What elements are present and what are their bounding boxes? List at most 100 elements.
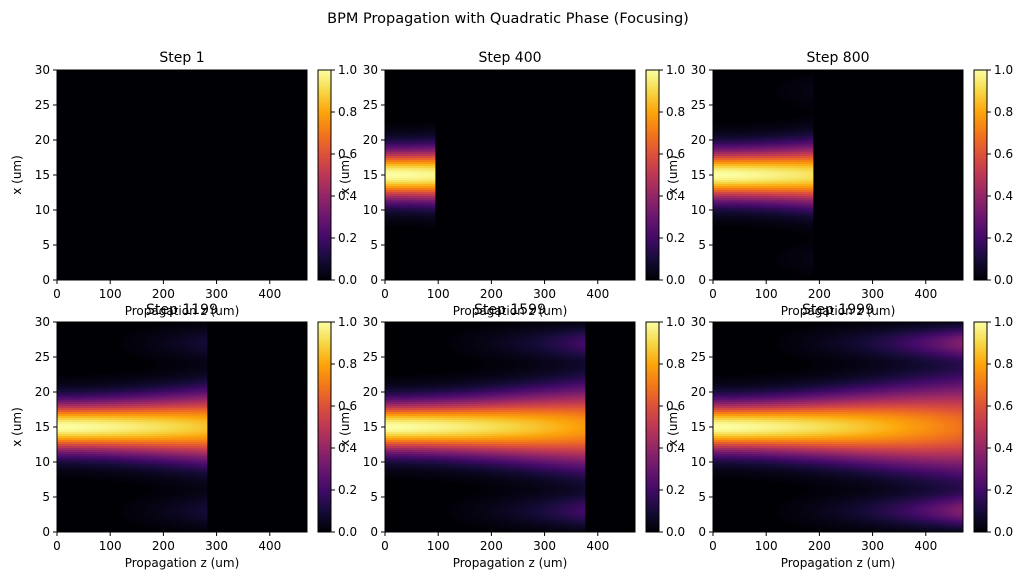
y-tick-label: 10	[691, 203, 706, 217]
x-axis-label: Propagation z (um)	[781, 556, 896, 570]
y-tick-label: 30	[35, 315, 50, 329]
x-tick-label: 100	[427, 287, 450, 301]
colorbar-tick-label: 1.0	[666, 315, 685, 329]
colorbar-tick-label: 0.6	[338, 147, 357, 161]
x-axis-label: Propagation z (um)	[781, 304, 896, 318]
y-tick-label: 25	[35, 350, 50, 364]
colorbar-tick-label: 0.6	[666, 399, 685, 413]
y-axis-label: x (um)	[10, 407, 24, 447]
subplot-title: Step 1199	[146, 302, 218, 318]
y-tick-label: 5	[42, 490, 50, 504]
y-tick-label: 0	[370, 525, 378, 539]
x-tick-label: 100	[755, 539, 778, 553]
y-tick-label: 15	[35, 420, 50, 434]
y-tick-label: 30	[691, 315, 706, 329]
x-tick-label: 0	[709, 539, 717, 553]
subplot-title: Step 400	[478, 50, 541, 66]
x-tick-label: 200	[480, 539, 503, 553]
colorbar-tick-label: 0.0	[338, 525, 357, 539]
y-axis-label: x (um)	[10, 155, 24, 195]
x-tick-label: 0	[53, 539, 61, 553]
y-tick-label: 25	[363, 98, 378, 112]
x-tick-label: 300	[861, 287, 884, 301]
y-tick-label: 10	[35, 455, 50, 469]
y-tick-label: 0	[698, 525, 706, 539]
x-tick-label: 0	[53, 287, 61, 301]
colorbar	[317, 69, 332, 281]
y-tick-label: 20	[363, 385, 378, 399]
y-tick-label: 20	[363, 133, 378, 147]
x-tick-label: 400	[914, 539, 937, 553]
x-axis-label: Propagation z (um)	[453, 304, 568, 318]
y-tick-label: 20	[35, 385, 50, 399]
colorbar-tick-label: 0.0	[666, 273, 685, 287]
colorbar-tick-label: 0.2	[994, 231, 1013, 245]
colorbar-tick-label: 1.0	[994, 63, 1013, 77]
colorbar-tick-label: 1.0	[338, 63, 357, 77]
colorbar-tick-label: 1.0	[666, 63, 685, 77]
subplot-title: Step 1	[159, 50, 204, 66]
colorbar-tick-label: 0.2	[666, 231, 685, 245]
subplot-title: Step 1599	[474, 302, 546, 318]
y-tick-label: 15	[363, 168, 378, 182]
y-tick-label: 0	[370, 273, 378, 287]
y-axis-label: x (um)	[666, 155, 680, 195]
colorbar-tick-label: 0.6	[994, 399, 1013, 413]
x-tick-label: 300	[533, 539, 556, 553]
y-tick-label: 5	[698, 490, 706, 504]
colorbar-tick-label: 0.2	[338, 483, 357, 497]
y-axis-label: x (um)	[338, 407, 352, 447]
x-tick-label: 300	[205, 287, 228, 301]
colorbar-tick-label: 0.0	[994, 273, 1013, 287]
colorbar-tick-label: 0.8	[666, 105, 685, 119]
subplot-title: Step 800	[806, 50, 869, 66]
y-tick-label: 25	[363, 350, 378, 364]
heatmap-field	[57, 322, 208, 532]
colorbar-tick-label: 0.2	[338, 231, 357, 245]
x-tick-label: 100	[427, 539, 450, 553]
y-tick-label: 15	[363, 420, 378, 434]
colorbar-tick-label: 0.6	[338, 399, 357, 413]
colorbar-tick-label: 0.0	[666, 525, 685, 539]
x-tick-label: 0	[381, 539, 389, 553]
colorbar-tick-label: 0.6	[666, 147, 685, 161]
x-tick-label: 400	[914, 287, 937, 301]
x-tick-label: 200	[480, 287, 503, 301]
x-tick-label: 300	[861, 539, 884, 553]
colorbar-tick-label: 0.4	[338, 189, 357, 203]
x-tick-label: 400	[258, 539, 281, 553]
x-tick-label: 200	[152, 539, 175, 553]
colorbar-tick-label: 1.0	[994, 315, 1013, 329]
figure-title: BPM Propagation with Quadratic Phase (Fo…	[327, 11, 689, 27]
colorbar-tick-label: 0.4	[994, 441, 1013, 455]
y-tick-label: 0	[42, 525, 50, 539]
y-tick-label: 25	[35, 98, 50, 112]
x-tick-label: 200	[808, 287, 831, 301]
colorbar-tick-label: 1.0	[338, 315, 357, 329]
y-tick-label: 10	[35, 203, 50, 217]
y-tick-label: 15	[35, 168, 50, 182]
y-tick-label: 5	[370, 238, 378, 252]
y-tick-label: 10	[363, 203, 378, 217]
x-tick-label: 100	[99, 539, 122, 553]
x-axis-label: Propagation z (um)	[125, 556, 240, 570]
x-tick-label: 200	[808, 539, 831, 553]
colorbar	[645, 69, 660, 281]
subplot-title: Step 1999	[802, 302, 874, 318]
colorbar-tick-label: 0.4	[338, 441, 357, 455]
y-tick-label: 10	[363, 455, 378, 469]
y-tick-label: 5	[698, 238, 706, 252]
x-tick-label: 0	[709, 287, 717, 301]
x-tick-label: 400	[586, 287, 609, 301]
colorbar-tick-label: 0.6	[994, 147, 1013, 161]
heatmap-background	[57, 70, 307, 280]
y-tick-label: 30	[363, 315, 378, 329]
y-tick-label: 10	[691, 455, 706, 469]
x-tick-label: 300	[533, 287, 556, 301]
y-tick-label: 20	[35, 133, 50, 147]
colorbar-tick-label: 0.0	[338, 273, 357, 287]
colorbar-tick-label: 0.8	[994, 357, 1013, 371]
y-tick-label: 5	[42, 238, 50, 252]
